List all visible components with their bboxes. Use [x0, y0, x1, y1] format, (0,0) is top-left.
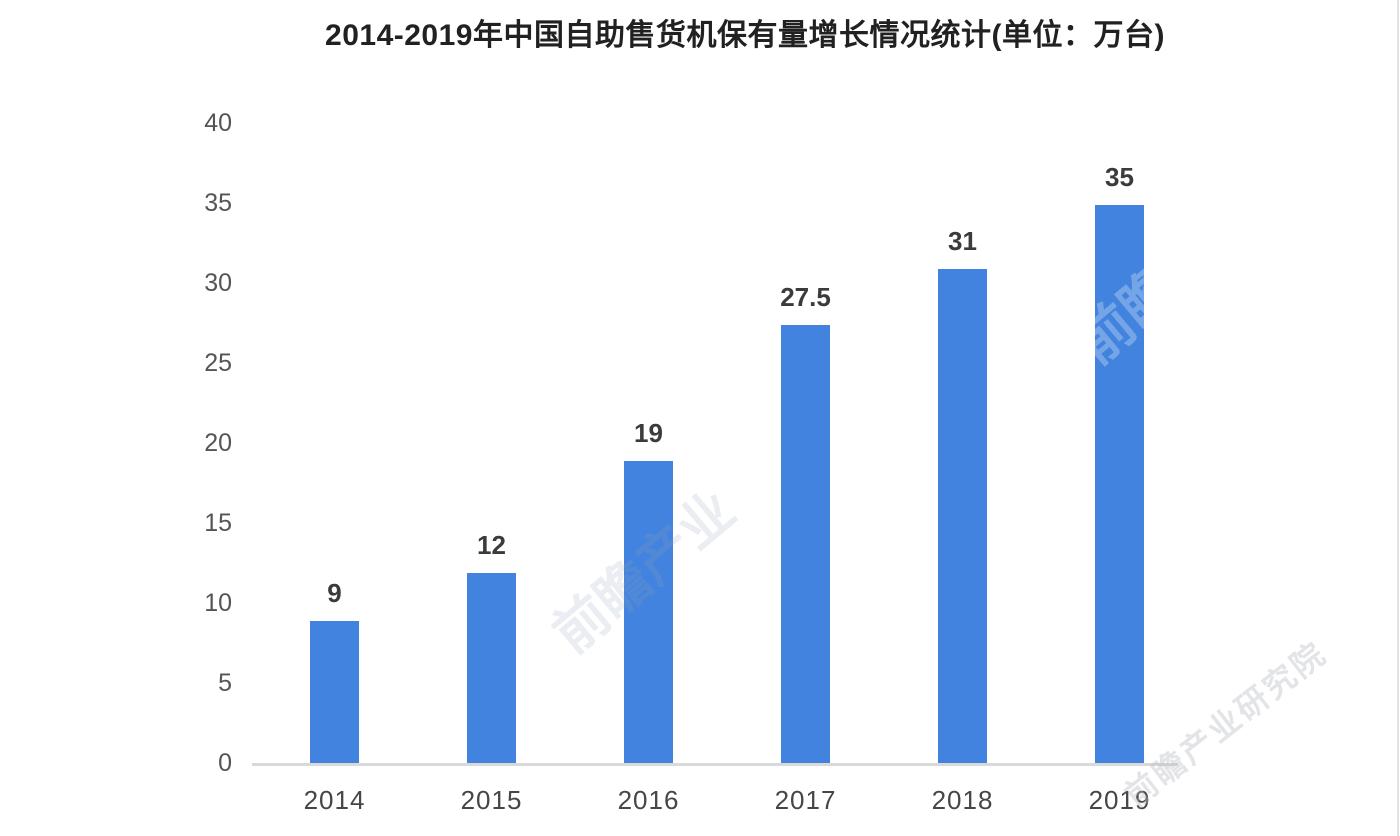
- bar-value-label-2014: 9: [327, 578, 342, 608]
- y-axis-tick-label: 30: [204, 269, 232, 297]
- image-edge-artifact: [1397, 0, 1399, 836]
- bar-2015: [467, 573, 516, 765]
- y-axis-tick-label: 5: [218, 669, 232, 697]
- y-axis-tick-label: 0: [218, 749, 232, 777]
- bar-value-label-2016: 19: [634, 418, 663, 448]
- y-axis-tick-label: 20: [204, 429, 232, 457]
- y-axis-tick-label: 40: [204, 109, 232, 137]
- bar-2019: [1095, 205, 1144, 765]
- x-axis-label-2015: 2015: [460, 785, 523, 815]
- chart-title: 2014-2019年中国自助售货机保有量增长情况统计(单位：万台): [325, 19, 1165, 52]
- x-axis-label-2018: 2018: [931, 785, 994, 815]
- x-axis-label-2016: 2016: [617, 785, 680, 815]
- bar-value-label-2015: 12: [477, 530, 506, 560]
- x-axis-line: [252, 763, 1178, 766]
- bar-value-label-2017: 27.5: [780, 282, 831, 312]
- y-axis-tick-label: 10: [204, 589, 232, 617]
- bar-2016: [624, 461, 673, 765]
- y-axis-tick-label: 25: [204, 349, 232, 377]
- x-axis-label-2019: 2019: [1088, 785, 1151, 815]
- bar-value-label-2018: 31: [948, 226, 977, 256]
- bar-2018: [938, 269, 987, 765]
- bar-2014: [310, 621, 359, 765]
- y-axis-tick-label: 35: [204, 189, 232, 217]
- y-axis-tick-label: 15: [204, 509, 232, 537]
- x-axis-label-2014: 2014: [303, 785, 366, 815]
- bar-value-label-2019: 35: [1105, 162, 1134, 192]
- bar-2017: [781, 325, 830, 765]
- x-axis-label-2017: 2017: [774, 785, 837, 815]
